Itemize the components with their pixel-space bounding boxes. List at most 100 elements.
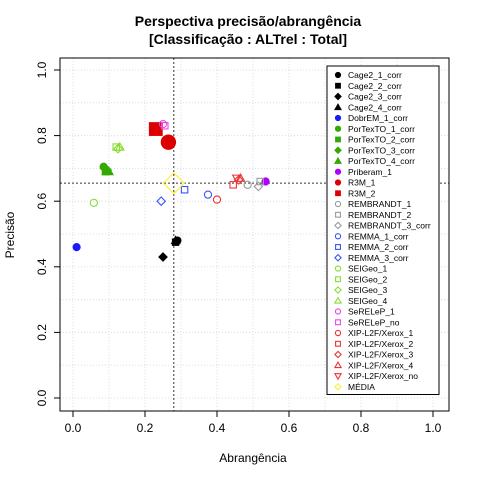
data-point bbox=[231, 174, 242, 184]
legend-label: REMBRANDT_3_corr bbox=[348, 221, 431, 231]
data-point bbox=[253, 181, 264, 192]
y-axis: 0.0 0.2 0.4 0.6 0.8 1.0 bbox=[35, 61, 60, 406]
legend-label: Cage2_2_corr bbox=[348, 81, 402, 91]
legend-label: REMMA_3_corr bbox=[348, 253, 409, 263]
data-point bbox=[158, 252, 168, 262]
legend-label: PorTexTO_2_corr bbox=[348, 135, 415, 145]
x-tick-label: 0.0 bbox=[65, 421, 82, 435]
data-point bbox=[212, 195, 222, 204]
legend-label: R3M_2 bbox=[348, 188, 376, 198]
legend-marker bbox=[334, 233, 342, 240]
legend-marker bbox=[334, 308, 342, 315]
legend: Cage2_1_corrCage2_2_corrCage2_3_corrCage… bbox=[326, 65, 440, 395]
data-point bbox=[235, 172, 246, 182]
legend-label: Cage2_3_corr bbox=[348, 92, 402, 102]
data-point bbox=[148, 122, 163, 136]
y-axis-label: Precisão bbox=[3, 211, 17, 258]
legend-marker bbox=[335, 136, 341, 143]
x-axis-label: Abrangência bbox=[219, 451, 287, 465]
data-point bbox=[114, 141, 125, 151]
legend-label: REMBRANDT_1 bbox=[348, 199, 412, 209]
legend-label: REMMA_1_corr bbox=[348, 231, 409, 241]
legend-label: SEIGeo_3 bbox=[348, 285, 387, 295]
legend-marker bbox=[335, 244, 341, 250]
legend-marker bbox=[334, 382, 342, 391]
legend-label: PorTexTO_1_corr bbox=[348, 124, 415, 134]
data-point bbox=[162, 171, 185, 195]
data-point bbox=[113, 143, 123, 154]
legend-label: Cage2_1_corr bbox=[348, 70, 402, 80]
legend-marker bbox=[334, 92, 342, 101]
data-point bbox=[229, 181, 237, 189]
data-point bbox=[243, 180, 252, 189]
data-point bbox=[103, 166, 115, 176]
data-point bbox=[160, 134, 177, 150]
legend-marker bbox=[334, 114, 342, 122]
legend-marker bbox=[334, 156, 342, 164]
legend-marker bbox=[333, 361, 343, 369]
x-tick-label: 1.0 bbox=[425, 421, 442, 435]
legend-marker bbox=[334, 103, 342, 111]
y-tick-label: 0.8 bbox=[35, 127, 49, 144]
legend-marker bbox=[334, 286, 342, 294]
data-point bbox=[72, 243, 81, 252]
legend-label: Cage2_4_corr bbox=[348, 102, 402, 112]
legend-marker bbox=[335, 276, 341, 283]
legend-label: SeRELeP_1 bbox=[348, 307, 395, 317]
legend-marker bbox=[333, 373, 343, 381]
legend-marker bbox=[334, 71, 342, 79]
chart-subtitle: [Classificação : ALTrel : Total] bbox=[149, 31, 347, 47]
legend-marker bbox=[334, 221, 342, 230]
legend-label: MÉDIA bbox=[348, 382, 375, 392]
legend-marker bbox=[334, 265, 342, 272]
legend-box bbox=[326, 65, 440, 395]
y-tick-label: 0.0 bbox=[35, 389, 49, 406]
legend-label: XIP-L2F/Xerox_4 bbox=[348, 360, 413, 370]
data-point bbox=[89, 198, 99, 207]
data-point bbox=[156, 196, 167, 207]
legend-label: REMBRANDT_2 bbox=[348, 210, 412, 220]
legend-label: PorTexTO_4_corr bbox=[348, 156, 415, 166]
legend-marker bbox=[335, 82, 341, 89]
data-point bbox=[161, 122, 169, 130]
data-points bbox=[72, 119, 270, 262]
legend-marker bbox=[335, 190, 341, 197]
legend-marker bbox=[334, 146, 342, 155]
legend-marker bbox=[334, 253, 342, 262]
legend-label: R3M_1 bbox=[348, 178, 376, 188]
data-point bbox=[170, 235, 181, 245]
legend-label: SEIGeo_4 bbox=[348, 296, 387, 306]
legend-label: XIP-L2F/Xerox_1 bbox=[348, 328, 413, 338]
y-tick-label: 1.0 bbox=[35, 61, 49, 78]
legend-label: REMMA_2_corr bbox=[348, 242, 409, 252]
legend-label: Priberam_1 bbox=[348, 167, 392, 177]
legend-marker bbox=[334, 329, 342, 337]
data-point bbox=[203, 190, 213, 199]
legend-marker bbox=[334, 350, 342, 359]
legend-marker bbox=[335, 211, 341, 218]
legend-marker bbox=[334, 168, 342, 175]
legend-label: SEIGeo_1 bbox=[348, 264, 387, 274]
x-tick-label: 0.4 bbox=[209, 421, 226, 435]
legend-marker bbox=[335, 319, 341, 326]
data-point bbox=[180, 185, 189, 194]
legend-label: XIP-L2F/Xerox_3 bbox=[348, 350, 413, 360]
legend-label: XIP-L2F/Xerox_2 bbox=[348, 339, 413, 349]
chart-title: Perspectiva precisão/abrangência bbox=[135, 13, 362, 29]
x-axis: 0.0 0.2 0.4 0.6 0.8 1.0 bbox=[65, 411, 442, 435]
legend-label: SEIGeo_2 bbox=[348, 274, 387, 284]
data-point bbox=[158, 119, 168, 129]
legend-label: DobrEM_1_corr bbox=[348, 113, 408, 123]
data-point bbox=[233, 174, 244, 185]
y-tick-label: 0.4 bbox=[35, 258, 49, 275]
y-tick-label: 0.2 bbox=[35, 324, 49, 341]
legend-marker bbox=[335, 340, 341, 347]
legend-marker bbox=[333, 296, 343, 304]
legend-label: SeRELeP_no bbox=[348, 317, 400, 327]
y-tick-label: 0.6 bbox=[35, 193, 49, 210]
legend-label: XIP-L2F/Xerox_no bbox=[348, 371, 418, 381]
legend-marker bbox=[334, 179, 342, 186]
x-tick-label: 0.6 bbox=[281, 421, 298, 435]
legend-marker bbox=[334, 200, 342, 208]
